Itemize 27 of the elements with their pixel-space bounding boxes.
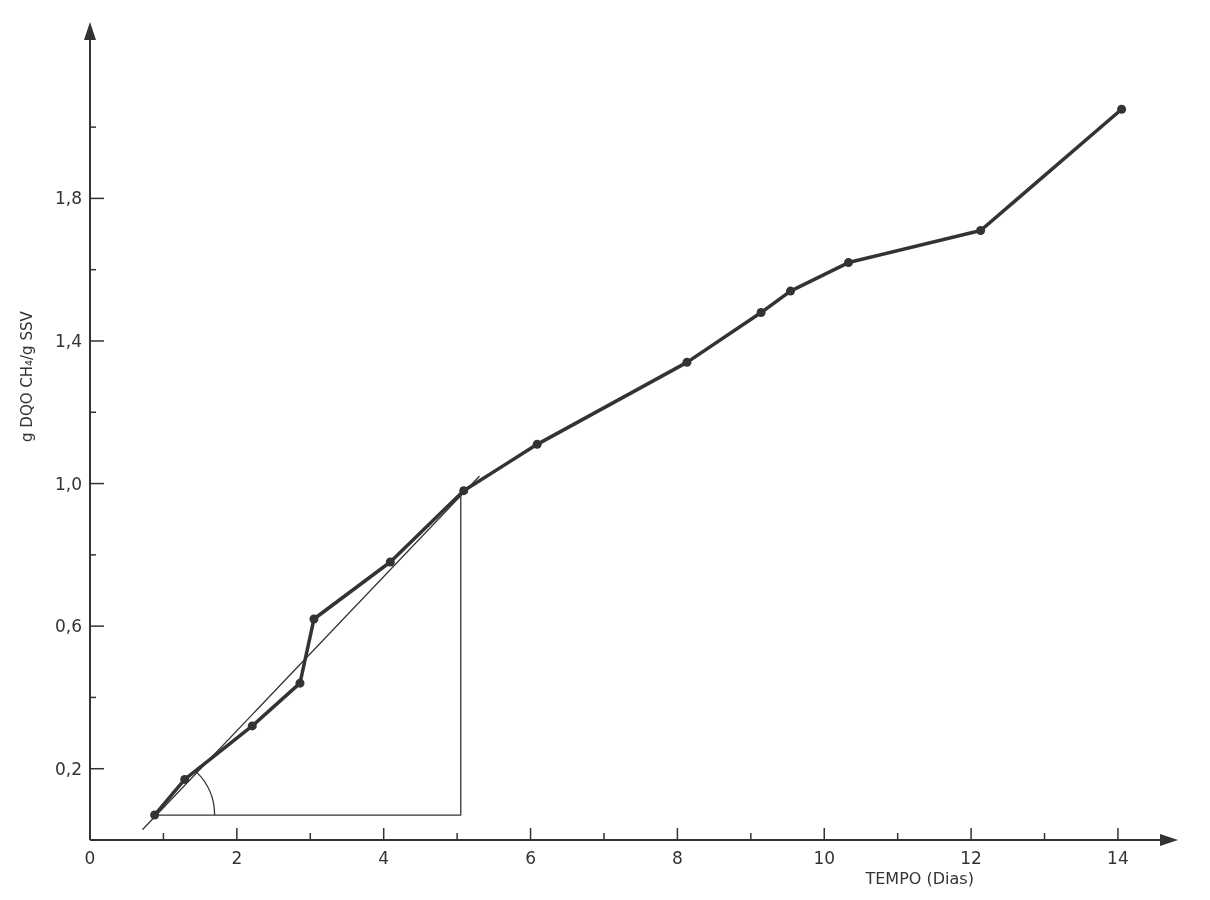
point bbox=[385, 557, 395, 567]
y-tick-label: 1,8 bbox=[54, 188, 82, 209]
x-axis-title: TEMPO (Dias) bbox=[864, 869, 974, 888]
x-tick-label: 6 bbox=[525, 848, 536, 868]
point bbox=[532, 439, 542, 449]
point bbox=[1117, 104, 1127, 114]
point bbox=[247, 721, 257, 731]
x-tick-label: 12 bbox=[960, 848, 982, 868]
point bbox=[843, 258, 853, 268]
point bbox=[976, 225, 986, 235]
y-tick-label: 1,4 bbox=[54, 330, 82, 351]
y-tick-label: 0,2 bbox=[54, 758, 82, 779]
point bbox=[180, 774, 190, 784]
x-tick-label: 10 bbox=[813, 848, 836, 868]
y-axis-title: g DQO CH₄/g SSV bbox=[18, 310, 36, 442]
x-tick-label: 8 bbox=[671, 848, 683, 868]
point bbox=[309, 614, 319, 624]
point bbox=[295, 678, 305, 688]
point bbox=[756, 307, 766, 317]
y-tick-label: 0,6 bbox=[54, 616, 82, 637]
point bbox=[682, 357, 692, 367]
point bbox=[785, 286, 795, 296]
x-tick-label: 14 bbox=[1107, 848, 1129, 868]
x-tick-label: 2 bbox=[231, 848, 243, 868]
x-tick-label: 4 bbox=[378, 848, 390, 868]
x-tick-label: 0 bbox=[84, 848, 96, 868]
y-tick-label: 1,0 bbox=[54, 473, 82, 494]
